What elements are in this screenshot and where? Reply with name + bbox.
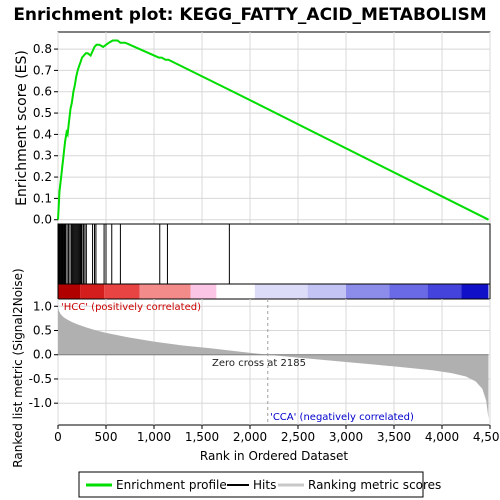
- legend-hits-label: Hits: [253, 478, 276, 492]
- colorbar-segment: [307, 284, 346, 299]
- legend-box: [78, 471, 424, 498]
- es-y-tick-label: 0.5: [33, 106, 52, 120]
- legend-ranking-metric-label: Ranking metric scores: [308, 478, 441, 492]
- es-y-axis-label: Enrichment score (ES): [14, 50, 30, 206]
- es-y-tick-label: 0.4: [33, 127, 52, 141]
- metric-y-axis-ticks: -1.0 -0.5 0.0 0.5 1.0: [29, 299, 58, 410]
- es-y-axis-ticks: 0.0 0.1 0.2 0.3 0.4 0.5 0.6 0.7 0.8: [33, 42, 58, 227]
- x-tick-label: 4,500: [473, 430, 500, 444]
- es-y-tick-label: 0.8: [33, 42, 52, 56]
- ranked-metric-area: [58, 307, 489, 419]
- metric-y-tick-label: 0.0: [33, 348, 52, 362]
- metric-y-tick-label: -0.5: [29, 372, 52, 386]
- colorbar-segment: [190, 284, 217, 299]
- es-y-tick-label: 0.3: [33, 149, 52, 163]
- x-axis-ticks: 0 500 1,000 1,500 2,000 2,500 3,000 3,500 4,000 4…: [54, 425, 500, 444]
- es-y-tick-label: 0.1: [33, 191, 52, 205]
- x-tick-label: 1,000: [137, 430, 171, 444]
- enrichment-profile-line: [57, 39, 489, 221]
- chart-title: Enrichment plot: KEGG_FATTY_ACID_METABOL…: [13, 5, 486, 25]
- negative-correlation-label: 'CCA' (negatively correlated): [270, 412, 414, 423]
- x-tick-label: 2,500: [281, 430, 315, 444]
- colorbar-segment: [254, 284, 308, 299]
- metric-y-tick-label: -1.0: [29, 396, 52, 410]
- rank-colorbar: [58, 284, 489, 299]
- metric-y-axis-label: Ranked list metric (Signal2Noise): [11, 268, 25, 467]
- x-tick-label: 0: [54, 430, 62, 444]
- colorbar-segment: [216, 284, 255, 299]
- es-y-tick-label: 0.2: [33, 170, 52, 184]
- colorbar-segment: [139, 284, 191, 299]
- legend-enrichment-profile-label: Enrichment profile: [116, 478, 227, 492]
- x-tick-label: 4,000: [425, 430, 459, 444]
- colorbar-segment: [80, 284, 105, 299]
- x-tick-label: 3,000: [329, 430, 363, 444]
- hits-ticks: [57, 224, 230, 284]
- x-tick-label: 1,500: [185, 430, 219, 444]
- colorbar-segment: [427, 284, 462, 299]
- es-y-tick-label: 0.6: [33, 85, 52, 99]
- x-tick-label: 500: [95, 430, 118, 444]
- es-y-tick-label: 0.7: [33, 63, 52, 77]
- colorbar-segment: [58, 284, 81, 299]
- colorbar-segment: [389, 284, 428, 299]
- es-y-tick-label: 0.0: [33, 213, 52, 227]
- x-tick-label: 3,500: [377, 430, 411, 444]
- zero-cross-label: Zero cross at 2185: [212, 358, 306, 369]
- x-axis-label: Rank in Ordered Dataset: [200, 449, 348, 463]
- metric-y-tick-label: 1.0: [33, 299, 52, 313]
- hits-panel-frame: [57, 223, 491, 285]
- es-panel-frame: [57, 31, 491, 225]
- x-tick-label: 2,000: [233, 430, 267, 444]
- metric-y-tick-label: 0.5: [33, 324, 52, 338]
- colorbar-segment: [104, 284, 140, 299]
- colorbar-segment: [346, 284, 390, 299]
- colorbar-segment: [461, 284, 489, 299]
- positive-correlation-label: 'HCC' (positively correlated): [61, 302, 201, 313]
